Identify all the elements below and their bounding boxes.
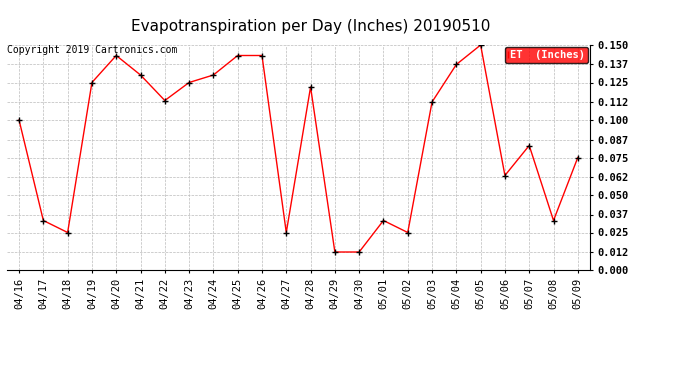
Text: Copyright 2019 Cartronics.com: Copyright 2019 Cartronics.com [7,45,177,55]
Legend: ET  (Inches): ET (Inches) [504,47,588,63]
Text: Evapotranspiration per Day (Inches) 20190510: Evapotranspiration per Day (Inches) 2019… [131,19,490,34]
